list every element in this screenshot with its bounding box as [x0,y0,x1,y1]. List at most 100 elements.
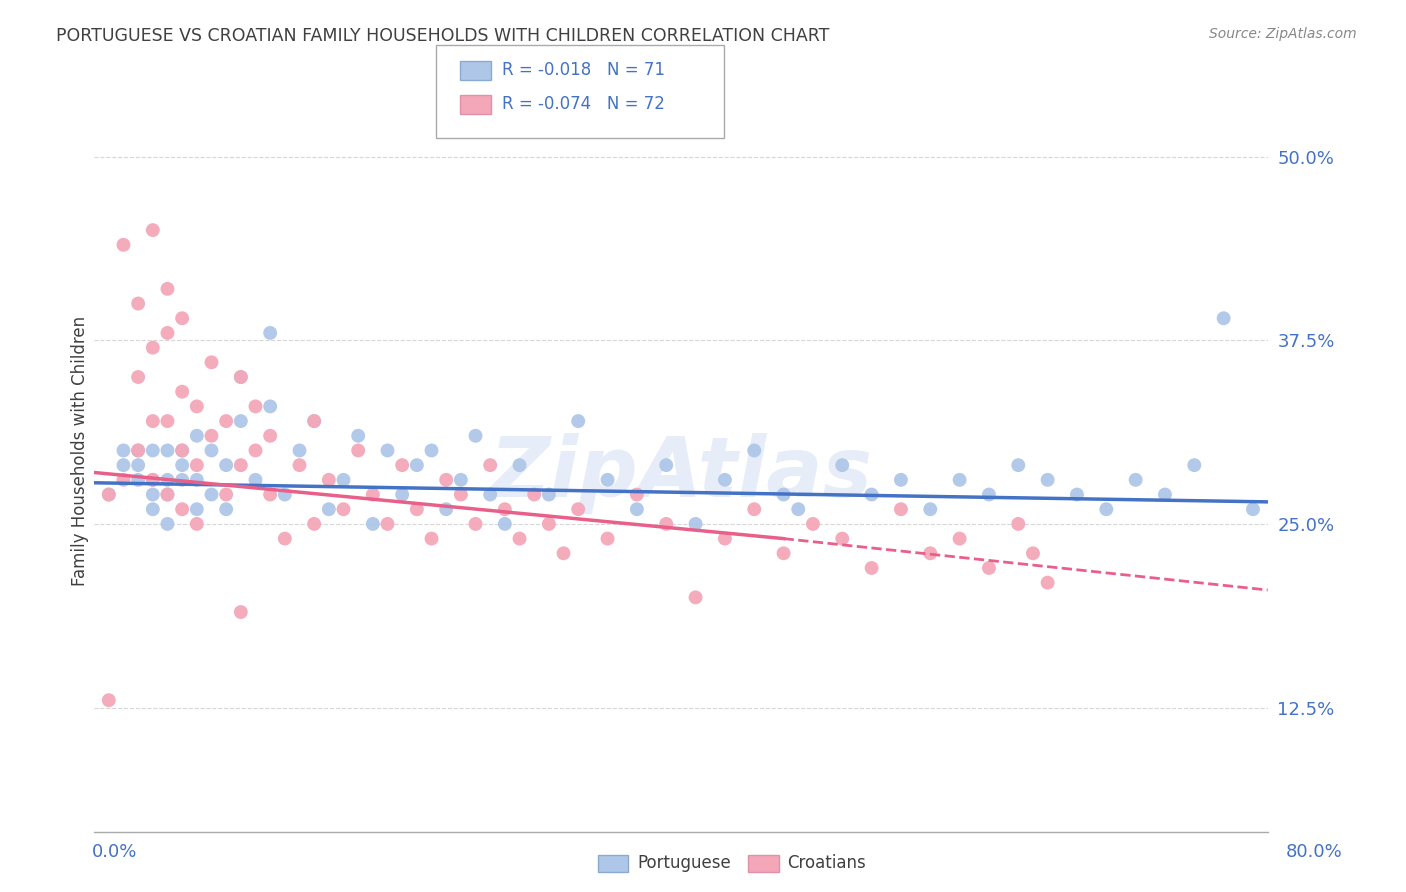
Point [1095,502,1118,516]
Point [259,326,281,340]
Point [112,237,135,252]
Point [596,532,619,546]
Point [420,443,443,458]
Text: Croatians: Croatians [787,855,866,872]
Point [553,546,575,560]
Point [742,443,765,458]
Point [509,532,531,546]
Point [405,502,427,516]
Point [156,487,179,501]
Text: ZipAtlas: ZipAtlas [489,433,873,514]
Point [391,458,413,472]
Point [288,458,311,472]
Point [1022,546,1045,560]
Point [245,443,267,458]
Point [890,502,912,516]
Point [172,443,194,458]
Point [361,516,384,531]
Point [1036,473,1059,487]
Point [142,341,165,355]
Point [156,487,179,501]
Point [977,487,1000,501]
Point [127,473,149,487]
Point [142,473,165,487]
Point [391,487,413,501]
Point [97,487,120,501]
Point [318,473,340,487]
Point [772,546,794,560]
Text: 0.0%: 0.0% [91,843,136,861]
Point [596,473,619,487]
Y-axis label: Family Households with Children: Family Households with Children [72,316,89,585]
Point [172,384,194,399]
Point [259,400,281,414]
Point [200,429,222,443]
Point [377,516,399,531]
Point [127,370,149,384]
Point [1066,487,1088,501]
Point [626,487,648,501]
Point [186,458,208,472]
Point [1241,502,1264,516]
Point [156,414,179,428]
Point [450,487,472,501]
Point [567,502,589,516]
Point [274,532,297,546]
Point [537,487,560,501]
Text: R = -0.018   N = 71: R = -0.018 N = 71 [502,62,665,79]
Point [172,458,194,472]
Point [127,458,149,472]
Point [156,443,179,458]
Point [1125,473,1147,487]
Point [377,443,399,458]
Point [142,414,165,428]
Point [714,473,737,487]
Point [347,443,370,458]
Point [302,414,325,428]
Point [494,502,516,516]
Point [142,487,165,501]
Point [920,502,942,516]
Point [1036,575,1059,590]
Point [977,561,1000,575]
Point [742,502,765,516]
Point [860,487,883,501]
Point [949,473,972,487]
Point [127,296,149,310]
Text: PORTUGUESE VS CROATIAN FAMILY HOUSEHOLDS WITH CHILDREN CORRELATION CHART: PORTUGUESE VS CROATIAN FAMILY HOUSEHOLDS… [56,27,830,45]
Point [1212,311,1234,326]
Point [949,532,972,546]
Point [245,400,267,414]
Point [229,458,252,472]
Point [186,516,208,531]
Point [229,605,252,619]
Point [302,414,325,428]
Point [302,516,325,531]
Point [860,561,883,575]
Point [567,414,589,428]
Point [1007,458,1029,472]
Point [112,443,135,458]
Point [259,429,281,443]
Point [142,223,165,237]
Point [172,502,194,516]
Text: R = -0.074   N = 72: R = -0.074 N = 72 [502,95,665,113]
Point [831,532,853,546]
Point [801,516,824,531]
Point [156,516,179,531]
Point [1182,458,1205,472]
Point [229,370,252,384]
Point [655,516,678,531]
Point [229,414,252,428]
Point [787,502,810,516]
Point [626,502,648,516]
Point [215,502,238,516]
Point [186,502,208,516]
Point [112,473,135,487]
Point [127,443,149,458]
Point [420,532,443,546]
Point [186,429,208,443]
Text: Source: ZipAtlas.com: Source: ZipAtlas.com [1209,27,1357,41]
Point [450,473,472,487]
Point [172,311,194,326]
